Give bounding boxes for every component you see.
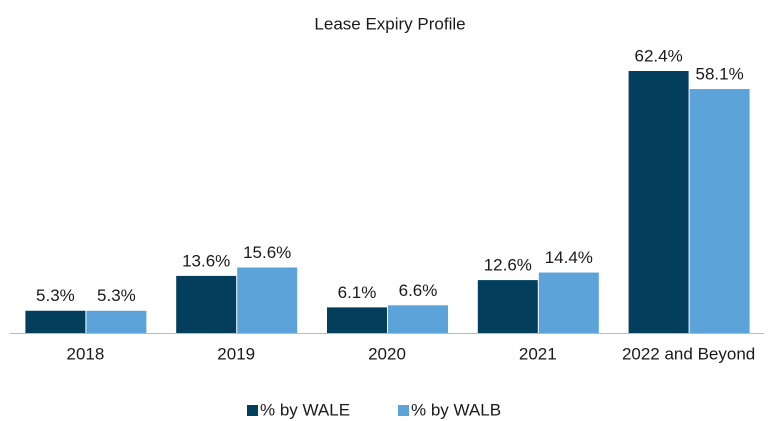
data-label: 12.6% (484, 256, 532, 275)
legend-swatch (247, 405, 258, 416)
bar (628, 71, 689, 333)
data-label: 58.1% (695, 65, 743, 84)
data-label: 15.6% (243, 243, 291, 262)
x-tick-label: 2019 (217, 344, 255, 363)
bar (538, 272, 599, 333)
bar (25, 310, 86, 333)
bar (237, 267, 298, 333)
bar (86, 310, 147, 333)
bar (689, 89, 750, 333)
x-tick-label: 2021 (519, 344, 557, 363)
data-label: 62.4% (634, 46, 682, 65)
data-label: 6.1% (338, 283, 377, 302)
x-tick-label: 2020 (368, 344, 406, 363)
bar (176, 275, 237, 333)
data-label: 6.6% (399, 281, 438, 300)
legend-swatch (398, 405, 409, 416)
legend-label: % by WALE (260, 400, 350, 419)
data-label: 5.3% (36, 286, 75, 305)
data-label: 14.4% (545, 248, 593, 267)
legend-label: % by WALB (411, 400, 501, 419)
bar (327, 307, 387, 333)
x-tick-label: 2022 and Beyond (622, 344, 755, 363)
data-label: 13.6% (182, 251, 230, 270)
bar (477, 280, 538, 333)
bar (388, 305, 448, 333)
x-tick-label: 2018 (66, 344, 104, 363)
data-label: 5.3% (97, 286, 136, 305)
chart-title: Lease Expiry Profile (314, 14, 465, 33)
